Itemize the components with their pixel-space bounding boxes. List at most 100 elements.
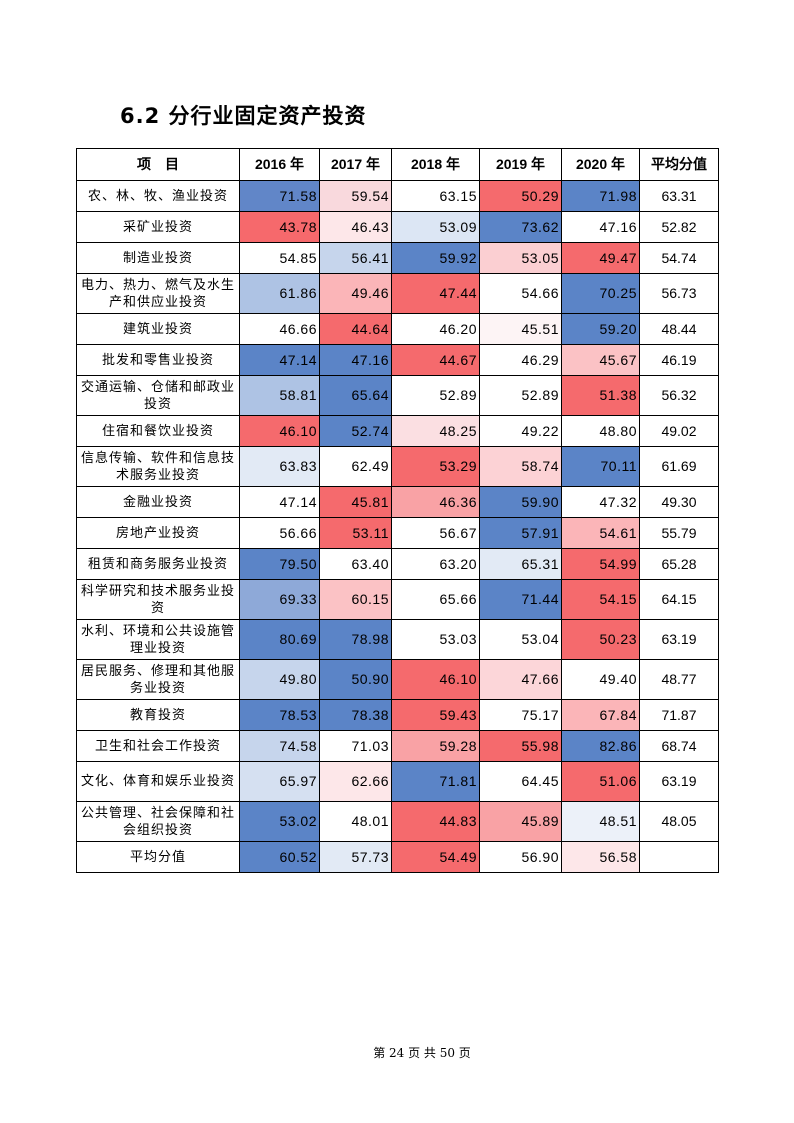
- value-cell: 63.40: [319, 548, 392, 580]
- value-cell: 59.92: [391, 242, 480, 274]
- value-cell: 61.86: [239, 273, 320, 314]
- value-cell: 45.51: [479, 313, 562, 345]
- value-cell: 53.29: [391, 446, 480, 487]
- value-cell: 67.84: [561, 699, 640, 731]
- row-label: 住宿和餐饮业投资: [76, 415, 240, 447]
- value-cell: 51.06: [561, 761, 640, 802]
- value-cell: 49.22: [479, 415, 562, 447]
- value-cell: 59.54: [319, 180, 392, 212]
- value-cell: 44.64: [319, 313, 392, 345]
- value-cell: 49.80: [239, 659, 320, 700]
- value-cell: 54.15: [561, 579, 640, 620]
- value-cell: 46.20: [391, 313, 480, 345]
- value-cell: 70.11: [561, 446, 640, 487]
- value-cell: 65.97: [239, 761, 320, 802]
- value-cell: 59.28: [391, 730, 480, 762]
- value-cell: 56.67: [391, 517, 480, 549]
- value-cell: 53.02: [239, 801, 320, 842]
- value-cell: 54.85: [239, 242, 320, 274]
- row-label: 批发和零售业投资: [76, 344, 240, 376]
- row-label: 金融业投资: [76, 486, 240, 518]
- table-row: 电力、热力、燃气及水生产和供应业投资 61.86 49.46 47.44 54.66 70…: [76, 273, 719, 314]
- value-cell: 56.90: [479, 841, 562, 873]
- average-cell: 71.87: [639, 699, 719, 731]
- table-row: 居民服务、修理和其他服务业投资 49.80 50.90 46.10 47.66 49.40…: [76, 659, 719, 700]
- value-cell: 55.98: [479, 730, 562, 762]
- header-2018: 2018 年: [391, 148, 480, 181]
- value-cell: 64.45: [479, 761, 562, 802]
- value-cell: 70.25: [561, 273, 640, 314]
- value-cell: 56.41: [319, 242, 392, 274]
- value-cell: 54.66: [479, 273, 562, 314]
- average-cell: 52.82: [639, 211, 719, 243]
- table-row: 公共管理、社会保障和社会组织投资 53.02 48.01 44.83 45.89 48.5…: [76, 801, 719, 842]
- value-cell: 54.49: [391, 841, 480, 873]
- value-cell: 65.31: [479, 548, 562, 580]
- value-cell: 46.36: [391, 486, 480, 518]
- table-header-row: 项 目 2016 年 2017 年 2018 年 2019 年 2020 年 平…: [76, 148, 719, 181]
- value-cell: 53.11: [319, 517, 392, 549]
- value-cell: 48.80: [561, 415, 640, 447]
- row-label: 建筑业投资: [76, 313, 240, 345]
- average-cell: [639, 841, 719, 873]
- value-cell: 52.89: [479, 375, 562, 416]
- average-cell: 48.77: [639, 659, 719, 700]
- value-cell: 43.78: [239, 211, 320, 243]
- average-cell: 56.32: [639, 375, 719, 416]
- value-cell: 62.49: [319, 446, 392, 487]
- value-cell: 50.23: [561, 619, 640, 660]
- value-cell: 60.15: [319, 579, 392, 620]
- value-cell: 52.89: [391, 375, 480, 416]
- table-row: 建筑业投资 46.66 44.64 46.20 45.51 59.20 48.44: [76, 313, 719, 345]
- value-cell: 69.33: [239, 579, 320, 620]
- value-cell: 48.01: [319, 801, 392, 842]
- average-cell: 55.79: [639, 517, 719, 549]
- row-label: 居民服务、修理和其他服务业投资: [76, 659, 240, 700]
- value-cell: 59.43: [391, 699, 480, 731]
- table-row: 采矿业投资 43.78 46.43 53.09 73.62 47.16 52.82: [76, 211, 719, 243]
- value-cell: 65.66: [391, 579, 480, 620]
- average-cell: 63.19: [639, 619, 719, 660]
- value-cell: 63.15: [391, 180, 480, 212]
- row-label: 采矿业投资: [76, 211, 240, 243]
- value-cell: 54.61: [561, 517, 640, 549]
- average-cell: 48.05: [639, 801, 719, 842]
- table-row: 租赁和商务服务业投资 79.50 63.40 63.20 65.31 54.99 65.28: [76, 548, 719, 580]
- table-row: 信息传输、软件和信息技术服务业投资 63.83 62.49 53.29 58.74 70.…: [76, 446, 719, 487]
- value-cell: 50.29: [479, 180, 562, 212]
- value-cell: 78.98: [319, 619, 392, 660]
- average-cell: 46.19: [639, 344, 719, 376]
- value-cell: 73.62: [479, 211, 562, 243]
- value-cell: 56.58: [561, 841, 640, 873]
- value-cell: 53.03: [391, 619, 480, 660]
- row-label: 卫生和社会工作投资: [76, 730, 240, 762]
- value-cell: 53.09: [391, 211, 480, 243]
- row-label: 科学研究和技术服务业投资: [76, 579, 240, 620]
- industry-investment-table: 项 目 2016 年 2017 年 2018 年 2019 年 2020 年 平…: [76, 148, 719, 873]
- value-cell: 51.38: [561, 375, 640, 416]
- value-cell: 49.47: [561, 242, 640, 274]
- value-cell: 47.66: [479, 659, 562, 700]
- header-2016: 2016 年: [239, 148, 320, 181]
- value-cell: 57.91: [479, 517, 562, 549]
- table-row: 农、林、牧、渔业投资 71.58 59.54 63.15 50.29 71.98 63.31: [76, 180, 719, 212]
- row-label: 教育投资: [76, 699, 240, 731]
- value-cell: 52.74: [319, 415, 392, 447]
- value-cell: 45.81: [319, 486, 392, 518]
- value-cell: 46.29: [479, 344, 562, 376]
- value-cell: 75.17: [479, 699, 562, 731]
- table-row: 卫生和社会工作投资 74.58 71.03 59.28 55.98 82.86 68.74: [76, 730, 719, 762]
- value-cell: 44.67: [391, 344, 480, 376]
- table-row: 交通运输、仓储和邮政业投资 58.81 65.64 52.89 52.89 51.38 56…: [76, 375, 719, 416]
- header-item: 项 目: [76, 148, 240, 181]
- table-row: 金融业投资 47.14 45.81 46.36 59.90 47.32 49.30: [76, 486, 719, 518]
- table-row: 教育投资 78.53 78.38 59.43 75.17 67.84 71.87: [76, 699, 719, 731]
- row-label: 信息传输、软件和信息技术服务业投资: [76, 446, 240, 487]
- row-label: 水利、环境和公共设施管理业投资: [76, 619, 240, 660]
- value-cell: 47.32: [561, 486, 640, 518]
- row-label: 电力、热力、燃气及水生产和供应业投资: [76, 273, 240, 314]
- value-cell: 60.52: [239, 841, 320, 873]
- value-cell: 47.16: [319, 344, 392, 376]
- value-cell: 80.69: [239, 619, 320, 660]
- value-cell: 71.81: [391, 761, 480, 802]
